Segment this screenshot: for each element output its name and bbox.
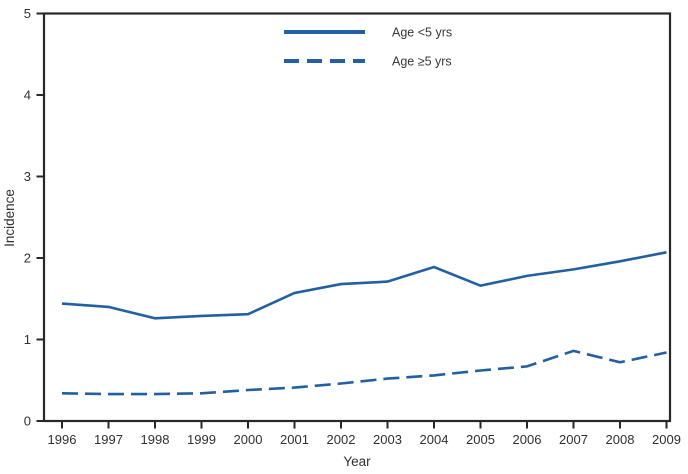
x-tick-label: 2006 xyxy=(513,432,542,447)
y-tick-label: 5 xyxy=(24,6,31,21)
chart-legend: Age <5 yrs Age ≥5 yrs xyxy=(284,26,452,69)
x-tick-label: 1998 xyxy=(141,432,170,447)
x-tick-label: 2003 xyxy=(373,432,402,447)
x-tick-label: 2000 xyxy=(234,432,263,447)
y-tick-label: 3 xyxy=(24,169,31,184)
legend-label: Age ≥5 yrs xyxy=(392,55,452,69)
x-tick-label: 2007 xyxy=(559,432,588,447)
x-tick-label: 2002 xyxy=(327,432,356,447)
y-tick-label: 1 xyxy=(24,332,31,347)
x-tick-label: 1999 xyxy=(187,432,216,447)
x-tick-label: 2004 xyxy=(420,432,449,447)
y-tick-label: 2 xyxy=(24,251,31,266)
plot-frame xyxy=(42,12,672,423)
legend-label: Age <5 yrs xyxy=(392,26,452,40)
x-tick-label: 1997 xyxy=(94,432,123,447)
y-tick-label: 0 xyxy=(24,414,31,429)
y-tick-label: 4 xyxy=(24,88,31,103)
series-line-age-5-and-over xyxy=(61,349,667,396)
x-axis-title: Year xyxy=(343,454,371,469)
series-line-age-under-5 xyxy=(61,251,667,320)
x-tick-label: 2005 xyxy=(466,432,495,447)
data-series-lines xyxy=(61,251,667,396)
x-axis-ticks: 1996 1997 1998 1999 2000 2001 2002 2003 2004 2005… xyxy=(48,421,681,447)
x-tick-label: 1996 xyxy=(48,432,77,447)
y-axis-title: Incidence xyxy=(2,189,17,247)
y-axis-ticks: 0 1 2 3 4 5 xyxy=(24,6,44,429)
x-tick-label: 2009 xyxy=(652,432,681,447)
x-tick-label: 2001 xyxy=(280,432,309,447)
x-tick-label: 2008 xyxy=(606,432,635,447)
